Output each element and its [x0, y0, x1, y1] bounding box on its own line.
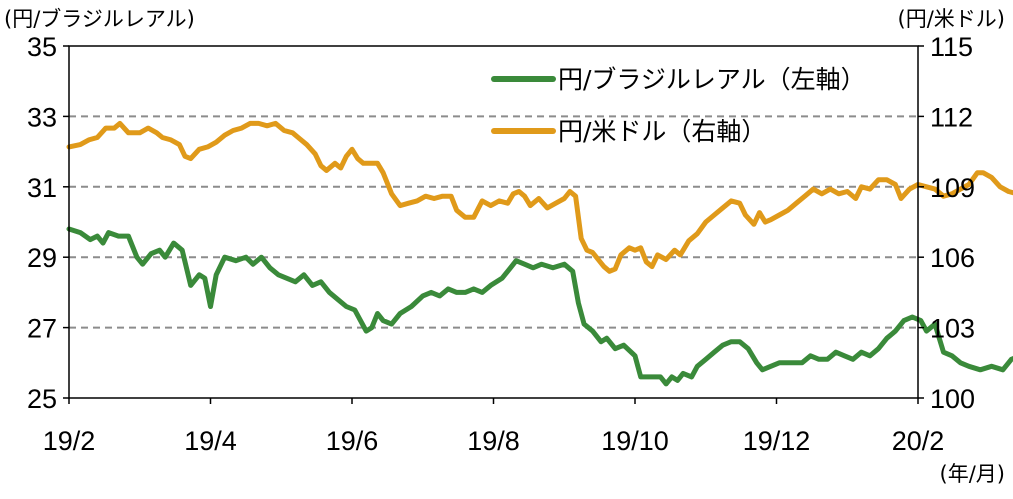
x-axis-label-3: 19/8 — [467, 426, 520, 456]
left-axis-label-3: 31 — [27, 173, 57, 203]
left-axis-label-0: 25 — [27, 384, 57, 414]
x-axis-label-2: 19/6 — [326, 426, 379, 456]
x-axis-label-0: 19/2 — [43, 426, 96, 456]
right-axis-label-2: 106 — [930, 243, 975, 273]
gridlines — [69, 115, 918, 329]
right-axis-labels: 100 103 106 109 112 115 — [930, 32, 975, 414]
series-line-usd-jpy — [66, 120, 1013, 274]
x-axis-label-4: 19/10 — [601, 426, 669, 456]
right-axis-label-0: 100 — [930, 384, 975, 414]
tick-marks — [63, 45, 924, 404]
series-line-brl-jpy — [66, 226, 1013, 387]
x-axis-label-5: 19/12 — [743, 426, 811, 456]
legend-label-usd: 円/米ドル（右軸） — [558, 117, 766, 146]
left-axis-label-2: 29 — [27, 243, 57, 273]
left-axis-label-1: 27 — [27, 314, 57, 344]
right-axis-label-3: 109 — [930, 173, 975, 203]
left-axis-label-4: 33 — [27, 102, 57, 132]
right-axis-label-5: 115 — [930, 32, 973, 62]
left-axis-unit-label: (円/ブラジルレアル) — [4, 7, 195, 31]
left-axis-labels: 25 27 29 31 33 35 — [27, 32, 57, 414]
x-axis-unit-label: (年/月) — [940, 462, 1005, 486]
right-axis-unit-label: (円/米ドル) — [898, 7, 1005, 31]
x-axis-labels: 19/2 19/4 19/6 19/8 19/10 19/12 20/2 — [43, 426, 945, 456]
right-axis-label-4: 112 — [930, 102, 973, 132]
left-axis-label-5: 35 — [27, 32, 57, 62]
legend-label-brl: 円/ブラジルレアル（左軸） — [558, 65, 866, 94]
x-axis-label-1: 19/4 — [184, 426, 237, 456]
legend: 円/ブラジルレアル（左軸） 円/米ドル（右軸） — [491, 65, 866, 146]
right-axis-label-1: 103 — [930, 314, 975, 344]
x-axis-label-6: 20/2 — [892, 426, 945, 456]
